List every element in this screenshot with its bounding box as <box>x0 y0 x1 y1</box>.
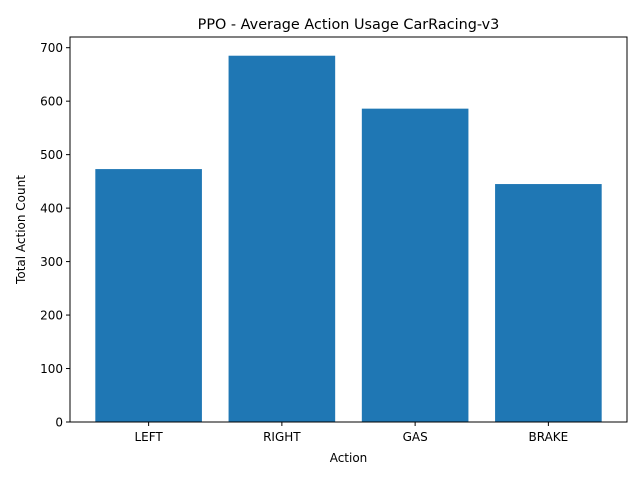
y-tick-label: 700 <box>40 41 63 55</box>
y-axis-label: Total Action Count <box>14 175 28 285</box>
bar-right <box>228 55 336 423</box>
y-tick-label: 0 <box>55 416 63 430</box>
y-tick-label: 200 <box>40 309 63 323</box>
x-ticks-group: LEFT RIGHT GAS BRAKE <box>134 422 568 444</box>
plot-frame <box>69 36 628 423</box>
y-tick-label: 600 <box>40 95 63 109</box>
y-tick-label: 500 <box>40 148 63 162</box>
x-axis-label: Action <box>330 451 368 465</box>
x-tick-label: RIGHT <box>263 430 301 444</box>
x-tick-label: BRAKE <box>529 430 569 444</box>
x-tick-label: GAS <box>403 430 428 444</box>
bar-left <box>95 169 202 422</box>
y-tick-label: 100 <box>40 362 63 376</box>
chart-title: PPO - Average Action Usage CarRacing-v3 <box>198 17 500 33</box>
x-tick-label: LEFT <box>134 430 163 444</box>
y-tick-label: 300 <box>40 255 63 269</box>
bar-gas <box>361 108 469 423</box>
y-tick-label: 400 <box>40 202 63 216</box>
bars-group <box>95 55 602 423</box>
y-ticks-group: 0 100 200 300 400 500 600 700 <box>40 41 70 430</box>
bar-brake <box>495 184 602 422</box>
